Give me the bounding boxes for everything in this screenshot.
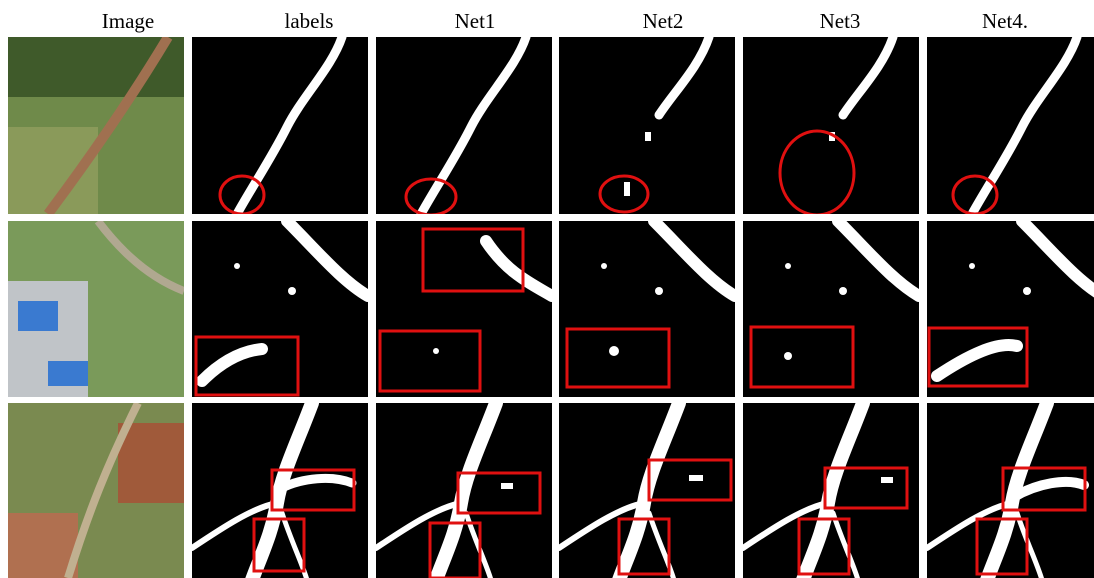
- panel: [376, 403, 552, 578]
- column-header: Net1: [455, 9, 496, 33]
- panel: [376, 37, 552, 215]
- column-header: Image: [102, 9, 154, 33]
- column-header: Net3: [820, 9, 861, 33]
- panel: [376, 221, 552, 398]
- panel: [559, 221, 735, 398]
- panel: [192, 403, 368, 578]
- separator: [0, 397, 1094, 403]
- column-header: labels: [285, 9, 334, 33]
- panel: [927, 221, 1094, 398]
- panel: [743, 221, 919, 398]
- panel: [927, 37, 1094, 214]
- column-header: Net2: [643, 9, 684, 33]
- panel: [743, 37, 919, 215]
- panel: [192, 37, 368, 214]
- figure: Image labels Net1 Net2 Net3 Net4.: [0, 0, 1094, 578]
- aerial-image: [8, 221, 184, 398]
- aerial-image: [8, 403, 184, 578]
- panel: [743, 403, 919, 578]
- page: Image labels Net1 Net2 Net3 Net4. (() =>…: [0, 0, 1094, 578]
- panel: [927, 403, 1094, 578]
- column-header: Net4.: [982, 9, 1028, 33]
- separator: [0, 215, 1094, 221]
- panel: [192, 221, 368, 398]
- panel: [559, 37, 735, 214]
- panel: [559, 403, 735, 578]
- aerial-image: [8, 37, 184, 214]
